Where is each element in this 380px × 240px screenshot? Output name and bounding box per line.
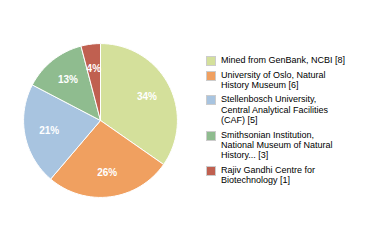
svg-text:26%: 26% [97, 167, 117, 178]
svg-text:34%: 34% [137, 91, 157, 102]
html-text:Stellenbosch University, Centr: Stellenbosch University, Central Analyti… [221, 94, 328, 126]
html-text:Smithsonian Institution, Natio: Smithsonian Institution, National Museum… [221, 129, 333, 161]
svg-text:13%: 13% [58, 74, 78, 85]
svg-text:21%: 21% [39, 125, 59, 136]
html-text:Rajiv Gandhi Centre for Biotec: Rajiv Gandhi Centre for Biotechnology [1… [221, 164, 315, 185]
html-text:University of Oslo, Natural Hi: University of Oslo, Natural History Muse… [221, 69, 326, 91]
html-text:Mined from GenBank, NCBI [8]: Mined from GenBank, NCBI [8] [221, 54, 346, 65]
svg-text:4%: 4% [87, 63, 102, 74]
